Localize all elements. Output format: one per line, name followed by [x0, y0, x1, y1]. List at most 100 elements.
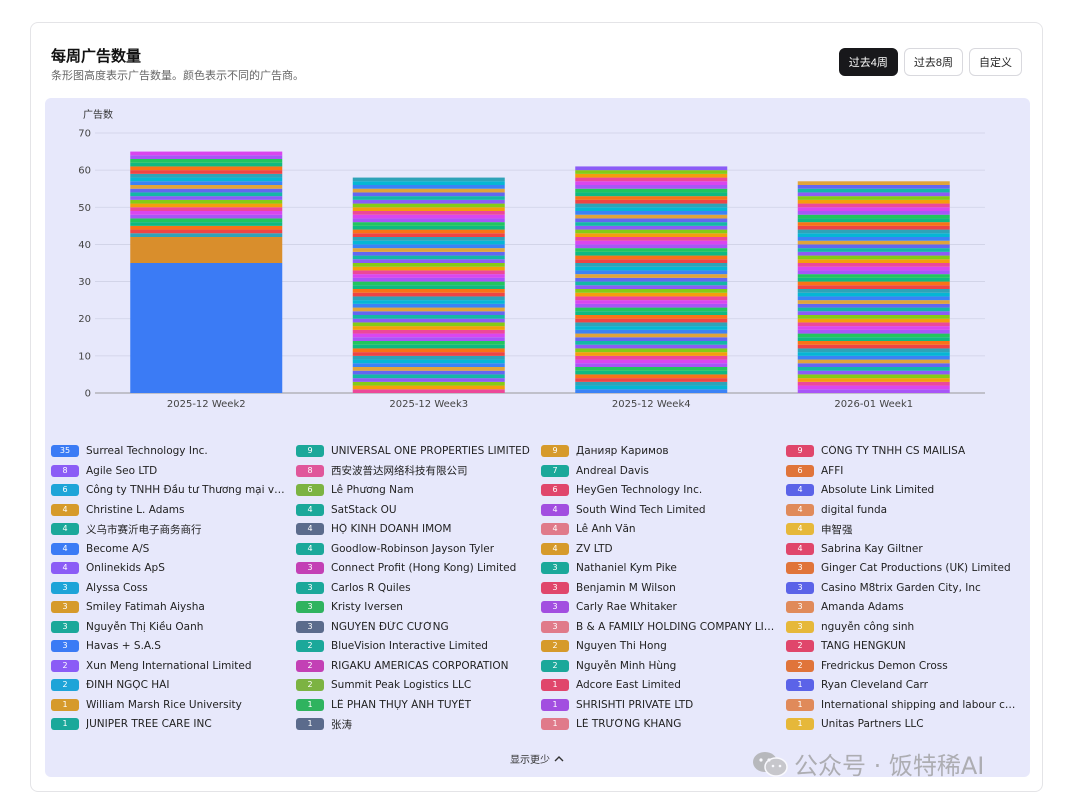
bar-segment[interactable]	[575, 381, 728, 386]
legend-item[interactable]: 4 ZV LTD	[541, 541, 613, 557]
bar-segment[interactable]	[352, 207, 505, 211]
legend-item[interactable]: 3 nguyễn công sinh	[786, 619, 914, 635]
bar-segment[interactable]	[130, 159, 283, 163]
bar-segment[interactable]	[797, 367, 950, 371]
legend-item[interactable]: 1 JUNIPER TREE CARE INC	[51, 716, 212, 732]
range-8-weeks-button[interactable]: 过去8周	[903, 48, 963, 76]
legend-item[interactable]: 3 Carly Rae Whitaker	[541, 599, 677, 615]
bar-segment[interactable]	[797, 237, 950, 241]
bar-segment[interactable]	[352, 352, 505, 356]
legend-item[interactable]: 35 Surreal Technology Inc.	[51, 443, 208, 459]
bar-segment[interactable]	[797, 214, 950, 219]
bar-segment[interactable]	[352, 341, 505, 345]
legend-item[interactable]: 3 Havas + S.A.S	[51, 638, 161, 654]
bar-segment[interactable]	[352, 367, 505, 371]
legend-item[interactable]: 3 Nathaniel Kym Pike	[541, 560, 677, 576]
bar-segment[interactable]	[352, 203, 505, 208]
bar-segment[interactable]	[352, 322, 505, 327]
bar-segment[interactable]	[797, 352, 950, 356]
bar-segment[interactable]	[130, 162, 283, 167]
legend-item[interactable]: 1 SHRISHTI PRIVATE LTD	[541, 697, 693, 713]
bar-segment[interactable]	[352, 240, 505, 245]
bar-segment[interactable]	[797, 222, 950, 226]
bar-segment[interactable]	[575, 277, 728, 282]
bar-segment[interactable]	[575, 192, 728, 197]
legend-item[interactable]: 4 digital funda	[786, 502, 887, 518]
range-4-weeks-button[interactable]: 过去4周	[838, 48, 898, 76]
bar-segment[interactable]	[352, 326, 505, 330]
bar-segment[interactable]	[352, 311, 505, 315]
bar-segment[interactable]	[797, 359, 950, 364]
bar-segment[interactable]	[130, 229, 283, 234]
legend-item[interactable]: 4 HỘ KINH DOANH IMOM	[296, 521, 451, 537]
legend-item[interactable]: 3 Alyssa Coss	[51, 580, 148, 596]
bar-segment[interactable]	[352, 385, 505, 390]
legend-item[interactable]: 3 NGUYỄN ĐỨC CƯỜNG	[296, 619, 449, 635]
legend-item[interactable]: 4 Onlinekids ApS	[51, 560, 165, 576]
bar-segment[interactable]	[797, 300, 950, 304]
legend-item[interactable]: 4 Lê Anh Văn	[541, 521, 636, 537]
legend-item[interactable]: 7 Andreal Davis	[541, 463, 649, 479]
bar-segment[interactable]	[352, 337, 505, 341]
bar-segment[interactable]	[352, 296, 505, 301]
bar-segment[interactable]	[130, 218, 283, 223]
bar-segment[interactable]	[575, 218, 728, 223]
legend-item[interactable]: 2 Summit Peak Logistics LLC	[296, 677, 471, 693]
legend-item[interactable]: 4 申智强	[786, 521, 853, 537]
bar-segment[interactable]	[352, 248, 505, 252]
bar-segment[interactable]	[575, 181, 728, 185]
bar-segment[interactable]	[575, 185, 728, 189]
legend-item[interactable]: 2 ĐINH NGỌC HẢI	[51, 677, 169, 693]
bar-segment[interactable]	[575, 270, 728, 275]
bar-segment[interactable]	[797, 255, 950, 260]
bar-segment[interactable]	[130, 211, 283, 215]
legend-item[interactable]: 8 西安波普达网络科技有限公司	[296, 463, 468, 479]
bar-segment[interactable]	[352, 188, 505, 193]
bar-segment[interactable]	[130, 207, 283, 211]
bar-segment[interactable]	[130, 185, 283, 189]
bar-segment[interactable]	[797, 374, 950, 379]
bar-segment[interactable]	[352, 318, 505, 323]
bar-segment[interactable]	[352, 218, 505, 223]
bar-segment[interactable]	[352, 292, 505, 297]
bar-segment[interactable]	[797, 385, 950, 390]
bar-segment[interactable]	[130, 233, 283, 237]
bar-segment[interactable]	[575, 274, 728, 278]
legend-item[interactable]: 1 Ryan Cleveland Carr	[786, 677, 928, 693]
bar-segment[interactable]	[575, 266, 728, 271]
bar-segment[interactable]	[797, 244, 950, 249]
legend-item[interactable]: 8 Agile Seo LTD	[51, 463, 157, 479]
legend-item[interactable]: 4 义乌市赛沂电子商务商行	[51, 521, 202, 537]
bar-segment[interactable]	[575, 322, 728, 327]
bar-segment[interactable]	[575, 337, 728, 341]
bar-segment[interactable]	[797, 285, 950, 289]
bar-segment[interactable]	[797, 192, 950, 197]
bar-segment[interactable]	[797, 307, 950, 312]
legend-item[interactable]: 3 Casino M8trix Garden City, Inc	[786, 580, 981, 596]
bar-segment[interactable]	[575, 211, 728, 215]
bar-segment[interactable]	[575, 329, 728, 334]
bar-segment[interactable]	[575, 292, 728, 297]
bar-segment[interactable]	[575, 244, 728, 249]
bar-segment[interactable]	[575, 285, 728, 289]
bar-segment[interactable]	[575, 248, 728, 252]
bar-segment[interactable]	[575, 367, 728, 371]
range-custom-button[interactable]: 自定义	[969, 48, 1022, 76]
bar-segment[interactable]	[130, 151, 283, 156]
bar-segment[interactable]	[130, 192, 283, 197]
bar-segment[interactable]	[797, 315, 950, 319]
legend-item[interactable]: 4 Sabrina Kay Giltner	[786, 541, 923, 557]
legend-item[interactable]: 1 Unitas Partners LLC	[786, 716, 924, 732]
legend-item[interactable]: 6 AFFI	[786, 463, 843, 479]
bar-segment[interactable]	[797, 381, 950, 386]
bar-segment[interactable]	[797, 311, 950, 315]
bar-segment[interactable]	[130, 188, 283, 193]
bar-segment[interactable]	[130, 177, 283, 182]
bar-segment[interactable]	[575, 341, 728, 345]
legend-item[interactable]: 3 B & A FAMILY HOLDING COMPANY LIMIT...	[541, 619, 776, 635]
bar-segment[interactable]	[575, 318, 728, 323]
bar-segment[interactable]	[575, 374, 728, 379]
bar-segment[interactable]	[575, 363, 728, 367]
legend-item[interactable]: 3 Kristy Iversen	[296, 599, 403, 615]
legend-item[interactable]: 4 South Wind Tech Limited	[541, 502, 706, 518]
